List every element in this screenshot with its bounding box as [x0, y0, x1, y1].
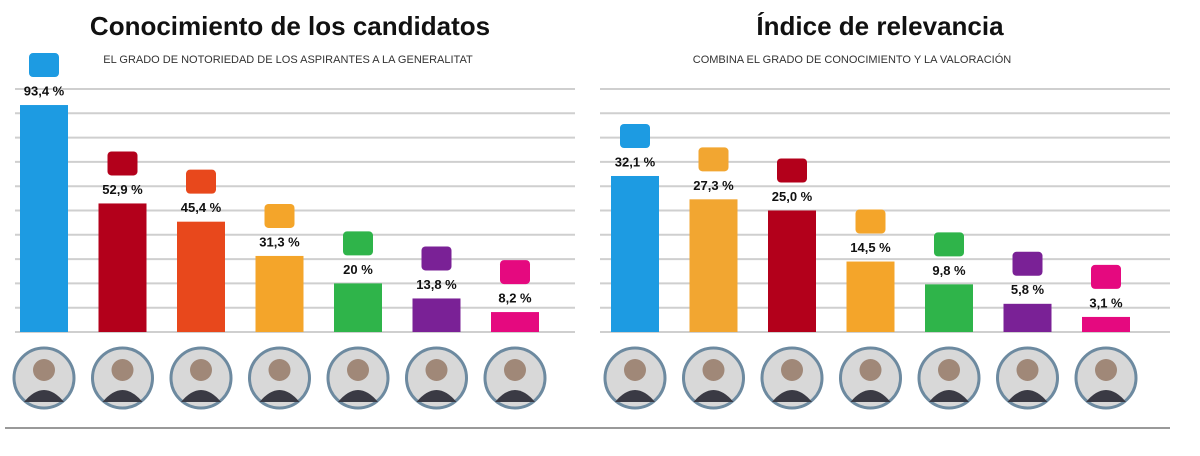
candidate-body — [495, 390, 535, 402]
value-label: 52,9 % — [102, 182, 143, 197]
value-label: 27,3 % — [693, 178, 734, 193]
chart-title: Índice de relevancia — [756, 11, 1004, 41]
candidate-body — [259, 390, 300, 402]
candidate-body — [24, 390, 64, 402]
candidate-body — [1007, 390, 1048, 402]
chart-subtitle: COMBINA EL GRADO DE CONOCIMIENTO Y LA VA… — [693, 53, 1012, 66]
candidate-body — [929, 390, 969, 402]
candidate-head — [33, 359, 55, 381]
candidate-head — [425, 359, 448, 381]
party-logo — [934, 232, 964, 257]
candidate-body — [693, 390, 734, 402]
bar — [846, 261, 895, 332]
candidate-head — [859, 359, 882, 381]
party-logo — [343, 231, 373, 256]
bar — [334, 283, 382, 332]
party-logo — [1091, 264, 1121, 289]
bar — [20, 105, 68, 333]
chart-title: Conocimiento de los candidatos — [90, 11, 490, 41]
bar — [98, 203, 147, 332]
bar — [177, 221, 225, 332]
party-logo — [264, 203, 295, 228]
bar — [412, 298, 461, 332]
candidate-head — [781, 359, 803, 381]
candidate-head — [504, 359, 526, 381]
candidate-head — [624, 359, 646, 381]
party-logo — [500, 260, 530, 285]
candidate-body — [416, 390, 457, 402]
bar — [611, 175, 659, 332]
value-label: 25,0 % — [772, 189, 813, 204]
candidate-head — [1095, 359, 1117, 381]
party-logo — [777, 158, 807, 183]
bar — [689, 199, 738, 332]
candidate-head — [268, 359, 291, 381]
party-logo — [107, 151, 138, 176]
bar — [491, 312, 539, 332]
value-label: 45,4 % — [181, 200, 222, 215]
party-logo — [620, 123, 650, 148]
candidate-head — [111, 359, 134, 381]
party-logo — [1012, 251, 1043, 276]
bar — [925, 284, 973, 332]
bar — [1003, 303, 1052, 332]
candidate-head — [190, 359, 212, 381]
bar — [1082, 316, 1130, 332]
value-label: 13,8 % — [416, 277, 457, 292]
value-label: 9,8 % — [932, 263, 966, 278]
candidate-head — [938, 359, 960, 381]
bar — [255, 255, 304, 332]
party-logo — [29, 53, 59, 78]
value-label: 5,8 % — [1011, 282, 1045, 297]
candidate-head — [1016, 359, 1039, 381]
candidate-body — [181, 390, 221, 402]
candidate-body — [615, 390, 655, 402]
value-label: 93,4 % — [24, 83, 65, 98]
value-label: 14,5 % — [850, 240, 891, 255]
value-label: 3,1 % — [1089, 295, 1123, 310]
candidate-body — [1086, 390, 1126, 402]
party-logo — [186, 169, 216, 194]
candidate-head — [702, 359, 725, 381]
value-label: 31,3 % — [259, 234, 300, 249]
party-logo — [855, 209, 886, 234]
value-label: 32,1 % — [615, 154, 656, 169]
value-label: 8,2 % — [498, 291, 532, 306]
party-logo — [421, 246, 452, 271]
value-label: 20 % — [343, 262, 373, 277]
chart-subtitle: EL GRADO DE NOTORIEDAD DE LOS ASPIRANTES… — [103, 54, 473, 66]
candidate-body — [338, 390, 378, 402]
candidate-body — [772, 390, 812, 402]
candidate-head — [347, 359, 369, 381]
bar — [768, 210, 816, 332]
candidate-body — [102, 390, 143, 402]
candidate-body — [850, 390, 891, 402]
party-logo — [698, 147, 729, 172]
